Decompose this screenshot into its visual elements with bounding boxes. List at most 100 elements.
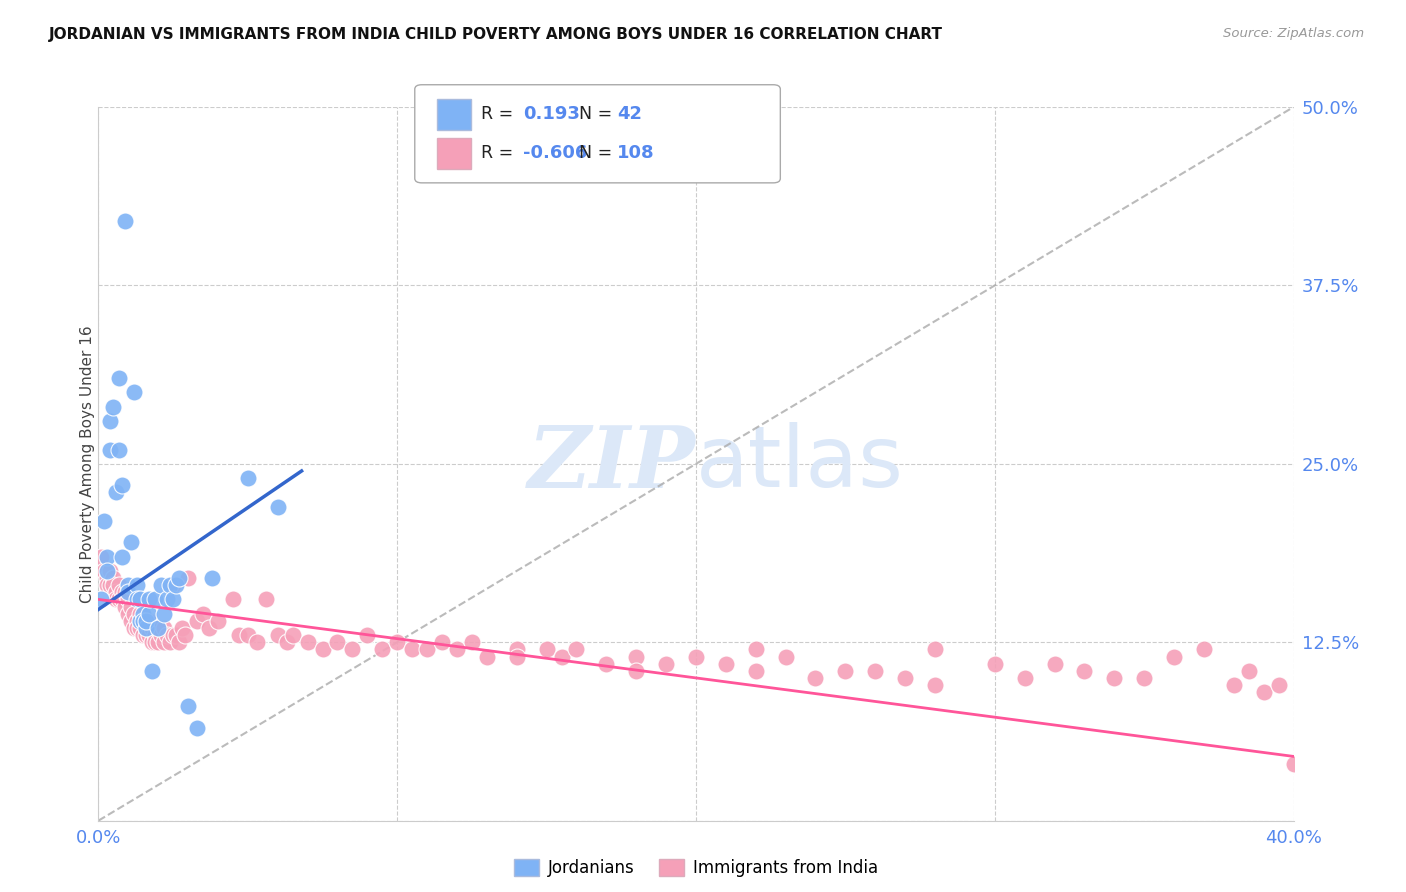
Point	[311, 642, 333, 657]
Point	[138, 607, 160, 621]
Point	[1133, 671, 1156, 685]
Point	[1237, 664, 1260, 678]
Point	[228, 628, 250, 642]
Text: N =: N =	[579, 145, 619, 162]
Point	[1163, 649, 1185, 664]
Point	[536, 642, 558, 657]
Point	[626, 649, 648, 664]
Point	[984, 657, 1007, 671]
Point	[834, 664, 856, 678]
Point	[111, 478, 134, 492]
Point	[103, 578, 125, 592]
Point	[177, 571, 200, 585]
Point	[446, 642, 468, 657]
Point	[127, 592, 149, 607]
Point	[148, 635, 170, 649]
Text: Source: ZipAtlas.com: Source: ZipAtlas.com	[1223, 27, 1364, 40]
Point	[159, 578, 181, 592]
Point	[135, 614, 157, 628]
Point	[129, 607, 152, 621]
Point	[924, 678, 946, 692]
Point	[129, 614, 152, 628]
Point	[745, 642, 768, 657]
Point	[93, 564, 115, 578]
Point	[108, 371, 131, 385]
Text: -0.606: -0.606	[523, 145, 588, 162]
Text: N =: N =	[579, 105, 619, 123]
Point	[138, 628, 160, 642]
Point	[141, 664, 163, 678]
Point	[267, 500, 290, 514]
Point	[207, 614, 229, 628]
Point	[148, 621, 170, 635]
Point	[135, 628, 157, 642]
Point	[138, 614, 160, 628]
Point	[117, 607, 139, 621]
Point	[595, 657, 617, 671]
Text: 0.193: 0.193	[523, 105, 579, 123]
Point	[685, 649, 707, 664]
Point	[153, 621, 176, 635]
Point	[90, 592, 112, 607]
Point	[120, 535, 142, 549]
Text: atlas: atlas	[696, 422, 904, 506]
Point	[626, 664, 648, 678]
Point	[475, 649, 498, 664]
Point	[1267, 678, 1289, 692]
Point	[167, 571, 190, 585]
Point	[1043, 657, 1066, 671]
Point	[103, 571, 125, 585]
Point	[167, 635, 190, 649]
Point	[111, 549, 134, 564]
Point	[103, 400, 125, 414]
Point	[775, 649, 797, 664]
Point	[201, 571, 224, 585]
Point	[1223, 678, 1246, 692]
Point	[100, 578, 122, 592]
Point	[143, 635, 166, 649]
Point	[124, 385, 146, 400]
Point	[96, 578, 118, 592]
Text: JORDANIAN VS IMMIGRANTS FROM INDIA CHILD POVERTY AMONG BOYS UNDER 16 CORRELATION: JORDANIAN VS IMMIGRANTS FROM INDIA CHILD…	[49, 27, 943, 42]
Point	[96, 571, 118, 585]
Point	[127, 578, 149, 592]
Point	[100, 564, 122, 578]
Point	[172, 621, 194, 635]
Point	[141, 635, 163, 649]
Point	[108, 578, 131, 592]
Point	[156, 592, 179, 607]
Y-axis label: Child Poverty Among Boys Under 16: Child Poverty Among Boys Under 16	[80, 325, 94, 603]
Point	[236, 471, 259, 485]
Point	[461, 635, 484, 649]
Point	[105, 485, 128, 500]
Point	[120, 614, 142, 628]
Point	[385, 635, 409, 649]
Point	[1104, 671, 1126, 685]
Point	[124, 607, 146, 621]
Point	[129, 592, 152, 607]
Point	[132, 614, 155, 628]
Point	[924, 642, 946, 657]
Point	[191, 607, 214, 621]
Point	[745, 664, 768, 678]
Point	[371, 642, 394, 657]
Point	[236, 628, 259, 642]
Point	[356, 628, 378, 642]
Point	[105, 592, 128, 607]
Point	[100, 414, 122, 428]
Point	[143, 628, 166, 642]
Point	[132, 614, 155, 628]
Point	[165, 578, 187, 592]
Point	[114, 599, 136, 614]
Point	[416, 642, 439, 657]
Point	[114, 214, 136, 228]
Point	[108, 442, 131, 457]
Point	[111, 585, 134, 599]
Point	[143, 592, 166, 607]
Point	[162, 628, 184, 642]
Point	[138, 592, 160, 607]
Point	[506, 649, 529, 664]
Point	[90, 549, 112, 564]
Point	[135, 621, 157, 635]
Point	[1253, 685, 1275, 699]
